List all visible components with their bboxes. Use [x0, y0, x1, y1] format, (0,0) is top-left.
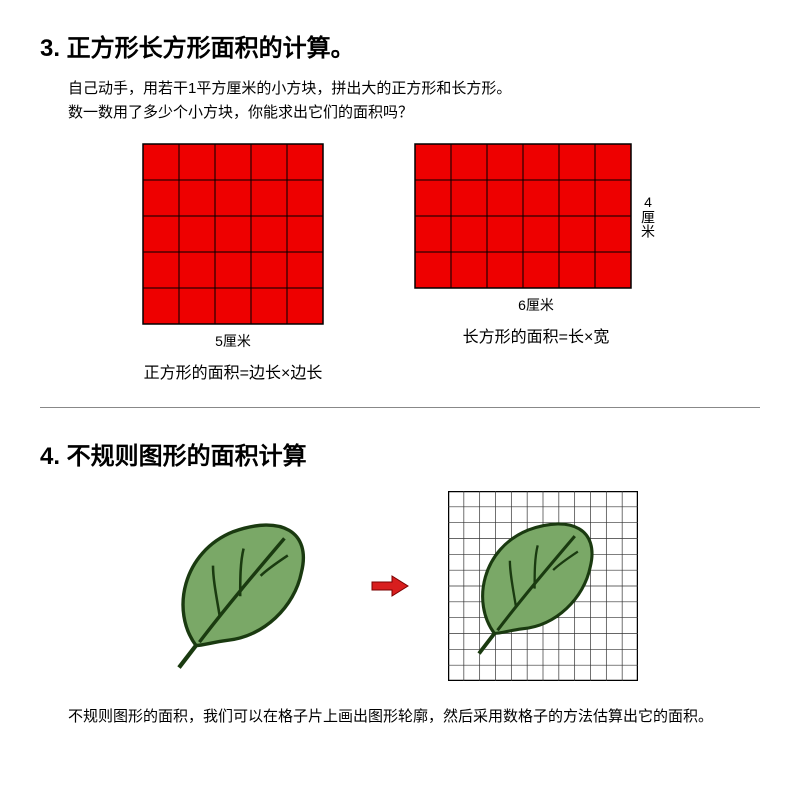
rectangle-formula: 长方形的面积=长×宽	[463, 323, 610, 347]
section-4-text: 不规则图形的面积，我们可以在格子片上画出图形轮廓，然后采用数格子的方法估算出它的…	[68, 705, 732, 729]
rectangle-bottom-label: 6厘米	[518, 295, 554, 315]
arrow-icon	[370, 574, 410, 598]
section-3-title: 3. 正方形长方形面积的计算。	[40, 28, 760, 63]
instruction-line-1: 自己动手，用若干1平方厘米的小方块，拼出大的正方形和长方形。	[68, 77, 760, 101]
shapes-row: 5厘米 正方形的面积=边长×边长 4厘米 6厘米 长方形的面积=长×宽	[40, 143, 760, 383]
leaf-on-grid	[448, 491, 638, 681]
leaf-shape	[162, 501, 332, 671]
section-4-title: 4. 不规则图形的面积计算	[40, 436, 760, 471]
section-3-instructions: 自己动手，用若干1平方厘米的小方块，拼出大的正方形和长方形。 数一数用了多少个小…	[68, 77, 760, 125]
instruction-line-2: 数一数用了多少个小方块，你能求出它们的面积吗？	[68, 101, 760, 125]
section-divider	[40, 407, 760, 408]
square-formula: 正方形的面积=边长×边长	[144, 359, 323, 383]
square-block: 5厘米 正方形的面积=边长×边长	[142, 143, 324, 383]
rectangle-side-label: 4厘米	[638, 194, 658, 238]
irregular-row	[40, 491, 760, 681]
rectangle-grid	[414, 143, 632, 289]
square-grid	[142, 143, 324, 325]
rectangle-block: 4厘米 6厘米 长方形的面积=长×宽	[414, 143, 658, 383]
square-bottom-label: 5厘米	[215, 331, 251, 351]
